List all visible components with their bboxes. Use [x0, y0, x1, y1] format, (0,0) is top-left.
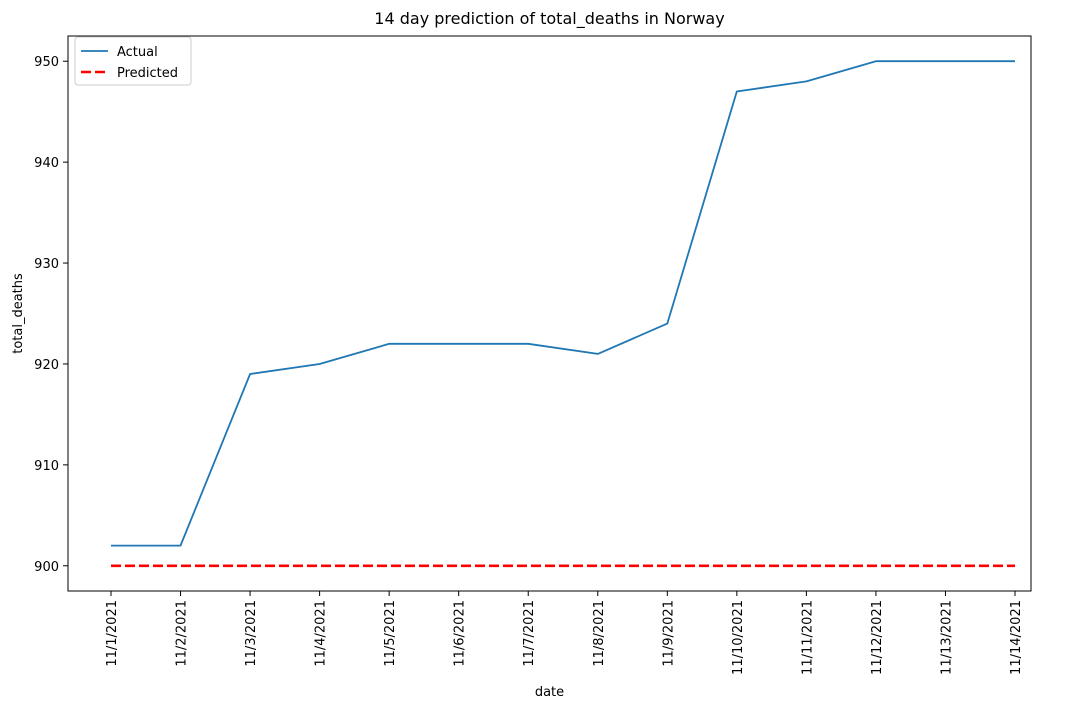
x-tick-label: 11/8/2021 — [592, 600, 607, 667]
x-tick-label: 11/9/2021 — [661, 600, 676, 667]
y-tick-label: 950 — [34, 55, 59, 70]
plot-area — [67, 35, 1032, 592]
x-tick-label: 11/12/2021 — [870, 600, 885, 675]
x-tick-label: 11/6/2021 — [453, 600, 468, 667]
x-tick-label: 11/10/2021 — [731, 600, 746, 675]
series-line-actual — [111, 60, 1015, 547]
plot-frame — [67, 35, 1032, 592]
y-tick-label: 920 — [34, 358, 59, 373]
x-tick-label: 11/5/2021 — [383, 600, 398, 667]
chart-title: 14 day prediction of total_deaths in Nor… — [374, 9, 724, 29]
legend: Actual Predicted — [74, 36, 192, 86]
x-tick-label: 11/14/2021 — [1009, 600, 1024, 675]
x-tick-label: 11/13/2021 — [939, 600, 954, 675]
x-tick-label: 11/11/2021 — [800, 600, 815, 675]
y-axis: 900 910 920 930 940 950 — [34, 55, 68, 575]
x-tick-label: 11/1/2021 — [105, 600, 120, 667]
legend-label-actual: Actual — [117, 45, 158, 60]
x-axis: 11/1/2021 11/2/2021 11/3/2021 11/4/2021 11/5… — [105, 591, 1024, 675]
x-axis-label: date — [535, 685, 564, 700]
x-tick-label: 11/2/2021 — [175, 600, 190, 667]
y-tick-label: 930 — [34, 257, 59, 272]
x-tick-label: 11/4/2021 — [314, 600, 329, 667]
series-layer — [111, 60, 1015, 568]
y-tick-label: 910 — [34, 459, 59, 474]
y-tick-label: 940 — [34, 156, 59, 171]
x-tick-label: 11/7/2021 — [522, 600, 537, 667]
y-tick-label: 900 — [34, 560, 59, 575]
y-axis-label: total_deaths — [11, 273, 26, 354]
x-tick-label: 11/3/2021 — [244, 600, 259, 667]
legend-label-predicted: Predicted — [117, 66, 178, 81]
